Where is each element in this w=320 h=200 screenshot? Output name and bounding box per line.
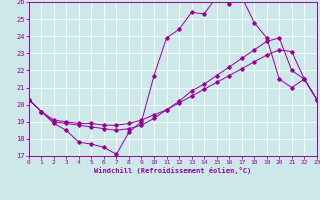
- X-axis label: Windchill (Refroidissement éolien,°C): Windchill (Refroidissement éolien,°C): [94, 167, 252, 174]
